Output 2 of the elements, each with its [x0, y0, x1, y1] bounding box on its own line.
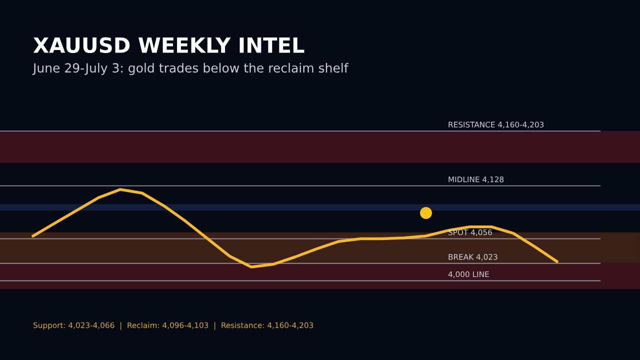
chart-subtitle: June 29-July 3: gold trades below the reclaim shelf — [32, 62, 349, 76]
chart-title: XAUUSD WEEKLY INTEL — [33, 37, 304, 54]
